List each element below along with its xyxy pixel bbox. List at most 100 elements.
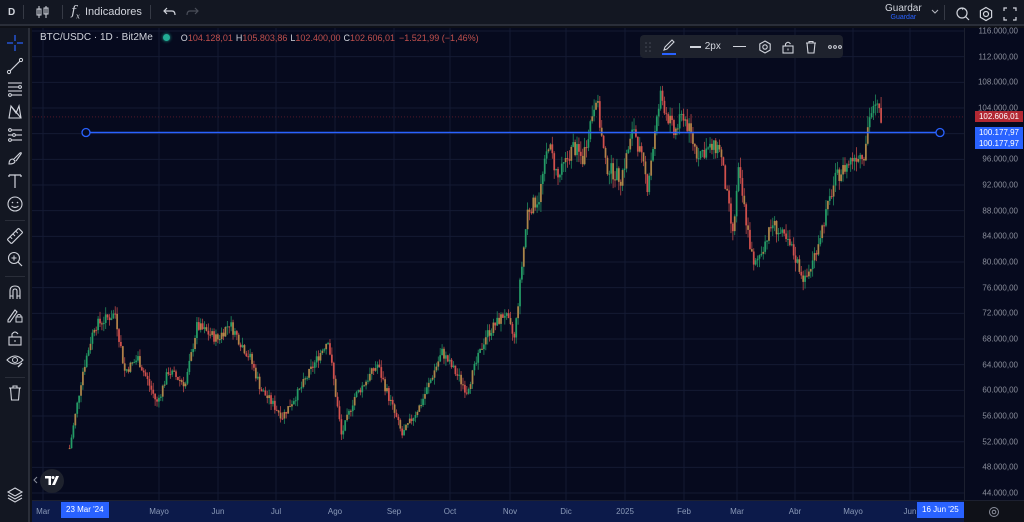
save-label: Guardar [885, 3, 922, 14]
magnet-icon [9, 285, 21, 299]
price-axis[interactable]: 102.606,01 100.177,97 100.177,97 116.000… [964, 26, 1024, 500]
text-tool[interactable] [3, 170, 27, 192]
object-tree-button[interactable] [3, 484, 27, 506]
price-tick-label: 116.000,00 [978, 26, 1018, 36]
quick-search-button[interactable] [952, 3, 974, 25]
forecast-tool[interactable] [3, 124, 27, 146]
price-tick-label: 104.000,00 [977, 103, 1018, 113]
trendline-tool[interactable] [3, 55, 27, 77]
price-tick-label: 56.000,00 [982, 411, 1018, 421]
layers-icon [6, 487, 24, 503]
search-icon [956, 7, 970, 21]
line-width-icon [689, 45, 701, 48]
gear-icon [979, 6, 993, 22]
horizontal-line-price-tag: 100.177,97 [975, 137, 1023, 149]
unlock-icon [782, 41, 794, 54]
zoom-in-tool[interactable] [3, 248, 27, 270]
time-tick-label: Dic [560, 507, 572, 516]
smiley-icon [7, 196, 23, 212]
indicators-button[interactable]: fx Indicadores [71, 0, 142, 25]
magnet-tool[interactable] [3, 281, 27, 303]
undo-button[interactable] [159, 1, 181, 23]
zoom-in-icon [7, 251, 23, 267]
chart-type-button[interactable] [32, 1, 54, 23]
hide-drawings-tool[interactable] [3, 350, 27, 372]
candlestick-chart[interactable] [32, 28, 964, 500]
time-tick-label: 2025 [616, 507, 634, 516]
fib-tool[interactable] [3, 78, 27, 100]
time-tick-label: Nov [502, 507, 518, 516]
start-date-tag: 23 Mar '24 [61, 502, 109, 518]
interval-label: D [8, 6, 16, 18]
undo-icon [163, 7, 176, 16]
settings-button[interactable] [757, 35, 773, 58]
time-tick-label: Jun [211, 507, 225, 516]
line-style-button[interactable] [733, 35, 747, 58]
interval-button[interactable]: D [8, 0, 15, 25]
line-style-icon [733, 46, 747, 47]
unlock-icon [8, 331, 22, 346]
lock-button[interactable] [780, 35, 796, 58]
delete-button[interactable] [803, 35, 819, 58]
market-status-indicator [162, 34, 170, 41]
price-tick-label: 68.000,00 [982, 334, 1018, 344]
line-color-button[interactable] [658, 35, 679, 58]
price-tick-label: 80.000,00 [982, 257, 1018, 267]
emoji-tool[interactable] [3, 193, 27, 215]
time-axis[interactable]: Jun Mayo Abr Mar Feb 2025 Dic Nov Oct Sep Ago Jul Ju… [32, 500, 964, 522]
text-icon [8, 174, 22, 188]
brush-tool[interactable] [3, 147, 27, 169]
top-toolbar: D fx Indicadores Guardar Guardar [0, 0, 1024, 26]
close-value: 102.606,01 [349, 32, 396, 43]
remove-drawings-tool[interactable] [3, 382, 27, 404]
settings-button[interactable] [975, 3, 997, 25]
ruler-icon [7, 228, 23, 244]
trash-icon [806, 40, 817, 54]
lock-all-tool[interactable] [3, 327, 27, 349]
time-tick-label: Oct [443, 507, 457, 516]
trendline-icon [6, 57, 24, 75]
xabcd-pattern-icon [8, 104, 22, 119]
chart-legend: BTC/USDC · 1D · Bit2Me O 104.128,01 H 105.… [40, 32, 479, 43]
crosshair-icon [7, 35, 23, 51]
redo-button[interactable] [181, 1, 203, 23]
drag-handle[interactable] [642, 35, 654, 58]
save-dropdown-button[interactable] [930, 6, 940, 16]
pencil-icon [663, 39, 675, 51]
drawing-properties-toolbar: 2px [640, 35, 843, 58]
divider [62, 5, 64, 19]
price-tick-label: 76.000,00 [982, 283, 1018, 293]
fullscreen-button[interactable] [999, 3, 1021, 25]
tv-logo-icon [45, 476, 59, 485]
collapse-sidebar-button[interactable] [32, 473, 40, 487]
open-key: O [180, 32, 188, 43]
line-width-button[interactable]: 2px [689, 35, 721, 58]
chart-pane[interactable] [32, 28, 964, 500]
price-tick-label: 96.000,00 [982, 154, 1018, 164]
crosshair-tool[interactable] [3, 32, 27, 54]
divider [5, 220, 25, 221]
symbol-title[interactable]: BTC/USDC · 1D · Bit2Me [40, 32, 153, 43]
grip-icon [645, 41, 652, 52]
measure-tool[interactable] [3, 225, 27, 247]
divider [23, 5, 25, 19]
brush-icon [8, 152, 22, 165]
time-tick-label: Mayo [149, 507, 169, 516]
price-tick-label: 92.000,00 [982, 180, 1018, 190]
save-button[interactable]: Guardar Guardar [885, 3, 922, 22]
gear-icon [989, 506, 999, 517]
drawing-tools-sidebar [0, 28, 30, 522]
divider [149, 5, 151, 19]
pattern-tool[interactable] [3, 101, 27, 123]
gear-icon [759, 39, 771, 54]
tradingview-logo[interactable] [40, 469, 64, 493]
fib-retracement-icon [8, 82, 22, 97]
price-tick-label: 112.000,00 [978, 52, 1018, 62]
more-button[interactable] [827, 35, 843, 58]
low-value: 102.400,00 [295, 32, 341, 43]
lock-drawings-tool[interactable] [3, 304, 27, 326]
function-icon: fx [71, 3, 80, 21]
axis-settings-corner[interactable] [964, 500, 1024, 522]
end-date-tag: 16 Jun '25 [917, 502, 964, 518]
indicators-label: Indicadores [85, 6, 142, 18]
